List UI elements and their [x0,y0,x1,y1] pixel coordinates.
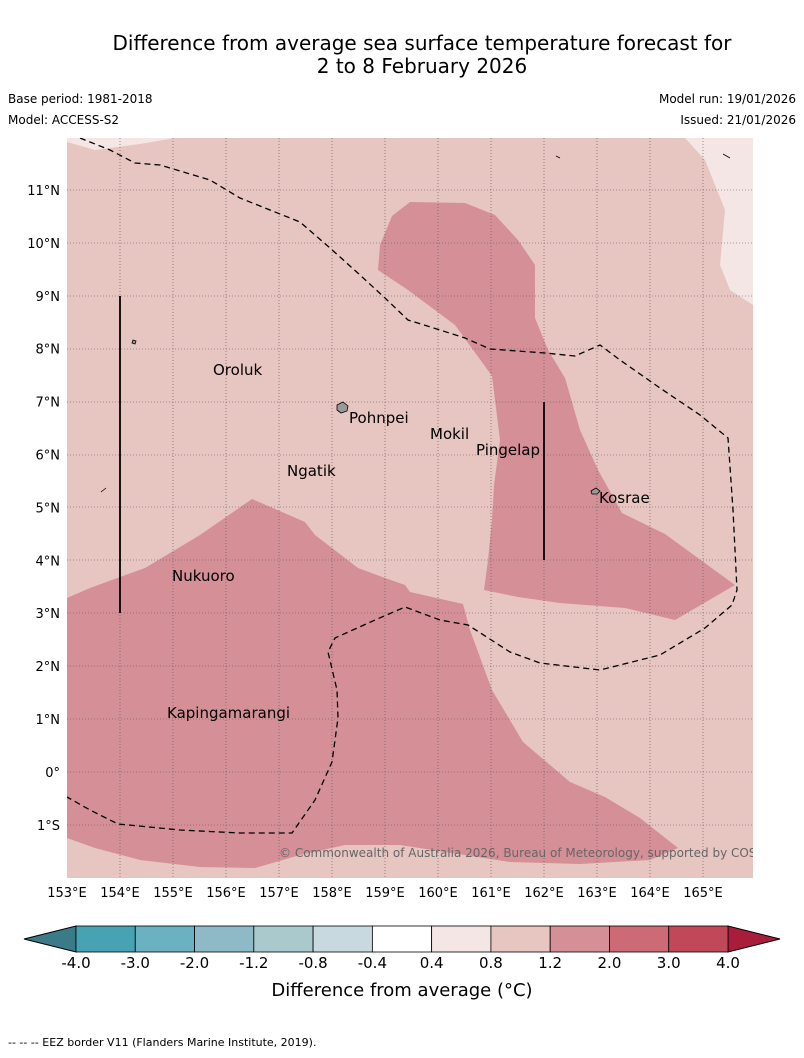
islet-northeast [722,153,731,159]
colorbar-bins [75,925,729,953]
anomaly-band-1.2-2.0-south [67,499,678,868]
colorbar-tick-label: -0.8 [298,954,327,972]
eez-footnote: -- -- -- EEZ border V11 (Flanders Marine… [8,1036,317,1049]
colorbar-bin [371,925,433,953]
colorbar-title: Difference from average (°C) [271,980,533,1001]
colorbar: -4.0 -3.0 -2.0 -1.2 -0.8 -0.4 0.4 0.8 1.2 2.0 3.0 4… [23,925,781,972]
colorbar-bin [194,925,255,953]
colorbar-bin [312,925,373,953]
lat-tick-label: 2°N [36,660,61,675]
colorbar-bin [549,925,610,953]
map-title: Difference from average sea surface temp… [60,32,784,78]
colorbar-bin [253,925,314,953]
colorbar-tick-label: 3.0 [657,954,681,972]
lon-tick-label: 155°E [153,886,193,901]
islet-west [131,339,137,345]
lat-tick-label: 7°N [36,396,61,411]
colorbar-under-arrow [23,925,77,953]
colorbar-tick-label: 0.8 [479,954,503,972]
colorbar-tick-label: 1.2 [538,954,562,972]
kosrae-island [590,487,601,495]
copyright-notice: © Commonwealth of Australia 2026, Bureau… [279,846,784,860]
anomaly-band-0.4-0.8-north [67,138,175,150]
lat-tick-label: 8°N [36,343,61,358]
colorbar-tick-label: 4.0 [716,954,740,972]
lon-tick-label: 164°E [630,886,670,901]
lon-tick-label: 154°E [100,886,140,901]
map-area: Oroluk Pohnpei Mokil Pingelap Ngatik Kos… [67,138,784,878]
lat-tick-label: 5°N [36,501,61,516]
islet-west-2 [100,487,107,493]
place-labels: Oroluk Pohnpei Mokil Pingelap Ngatik Kos… [167,361,650,722]
label-pohnpei: Pohnpei [349,409,409,427]
base-period: Base period: 1981-2018 [8,92,153,106]
label-mokil: Mokil [430,425,469,443]
lon-tick-label: 156°E [206,886,246,901]
lat-tick-label: 4°N [36,554,61,569]
label-ngatik: Ngatik [287,462,336,480]
colorbar-tick-label: -3.0 [121,954,150,972]
label-kosrae: Kosrae [599,489,650,507]
lat-tick-label: 10°N [27,237,60,252]
lon-tick-label: 159°E [365,886,405,901]
label-kapingamarangi: Kapingamarangi [167,704,290,722]
colorbar-bin [75,925,136,953]
model-run: Model run: 19/01/2026 [658,92,796,106]
lon-tick-label: 157°E [259,886,299,901]
anomaly-band-1.2-2.0-east [378,202,735,620]
label-pingelap: Pingelap [476,441,540,459]
lon-tick-label: 153°E [47,886,87,901]
lon-tick-label: 158°E [312,886,352,901]
label-nukuoro: Nukuoro [172,567,235,585]
lon-tick-label: 165°E [683,886,723,901]
label-oroluk: Oroluk [213,361,262,379]
title-line-2: 2 to 8 February 2026 [316,54,528,78]
colorbar-over-arrow [727,925,781,953]
latitude-axis: 11°N 10°N 9°N 8°N 7°N 6°N 5°N 4°N 3°N 2°N 1°N 0° 1°S [27,184,60,834]
lat-tick-label: 0° [45,766,60,781]
lat-tick-label: 1°N [36,713,61,728]
colorbar-bin [490,925,551,953]
colorbar-tick-label: -2.0 [180,954,209,972]
colorbar-bin [668,925,729,953]
colorbar-bin [134,925,195,953]
colorbar-bin [431,925,492,953]
colorbar-tick-label: -1.2 [239,954,268,972]
lon-tick-label: 161°E [471,886,511,901]
eez-border [67,138,738,834]
islet-north [555,155,561,159]
colorbar-tick-label: -4.0 [61,954,90,972]
colorbar-bin [609,925,670,953]
lat-tick-label: 3°N [36,607,61,622]
lat-tick-label: 1°S [37,819,60,834]
colorbar-tick-label: 2.0 [598,954,622,972]
lon-tick-label: 162°E [524,886,564,901]
lat-tick-label: 6°N [36,449,61,464]
lon-tick-label: 163°E [577,886,617,901]
issued-date: Issued: 21/01/2026 [680,113,796,127]
title-line-1: Difference from average sea surface temp… [112,31,732,55]
lat-tick-label: 11°N [27,184,60,199]
lat-tick-label: 9°N [36,290,61,305]
pohnpei-island [336,401,349,414]
islands [100,153,731,495]
colorbar-tick-label: -0.4 [358,954,387,972]
lon-tick-label: 160°E [418,886,458,901]
anomaly-band-0.4-0.8-northeast [685,138,753,305]
colorbar-tick-label: 0.4 [420,954,444,972]
longitude-axis: 153°E 154°E 155°E 156°E 157°E 158°E 159°E 160°E… [47,886,723,901]
colorbar-labels: -4.0 -3.0 -2.0 -1.2 -0.8 -0.4 0.4 0.8 1.2 2.0 3.0 4… [61,954,740,972]
model-name: Model: ACCESS-S2 [8,113,120,127]
